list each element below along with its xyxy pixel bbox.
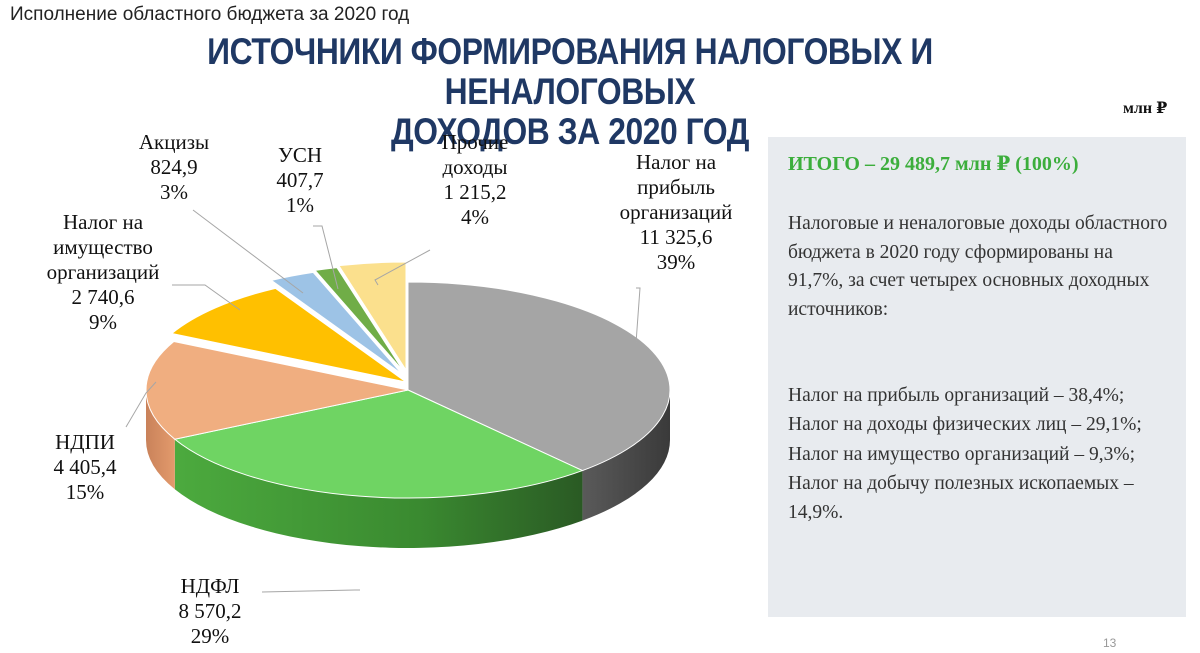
leader-line-usn — [313, 225, 339, 290]
pie-slice-property — [170, 287, 407, 383]
pie-slice-ndpi — [145, 340, 409, 440]
leader-line-other — [374, 249, 431, 286]
pie-slice-excise — [270, 271, 403, 375]
pie-slice-profit — [407, 281, 671, 472]
summary-description: Налоговые и неналоговые доходы областног… — [788, 213, 1168, 320]
pie-sides — [146, 390, 670, 548]
slice-label-ndpi-percent: 15% — [65, 480, 105, 504]
slice-label-profit: Налог на прибыль организаций 11 325,6 39… — [606, 150, 746, 275]
slice-label-excise-name: Акцизы — [138, 130, 210, 154]
leader-lines — [125, 209, 641, 593]
summary-item: Налог на доходы физических лиц – 29,1%; — [788, 414, 1142, 436]
pie-slice-other — [338, 261, 407, 372]
slice-label-other-name-2: доходы — [442, 155, 508, 179]
slice-label-property-percent: 9% — [89, 310, 117, 334]
slice-label-property-name-1: Налог на — [62, 210, 144, 234]
pie-slice-ndfl — [173, 389, 584, 499]
pie-chart — [125, 209, 671, 593]
summary-items: Налог на прибыль организаций – 38,4%; На… — [788, 381, 1168, 527]
slice-label-other-value: 1 215,2 — [443, 180, 507, 204]
slice-label-property-name-3: организаций — [46, 260, 160, 284]
slice-label-excise: Акцизы 824,9 3% — [124, 130, 224, 205]
slice-label-profit-value: 11 325,6 — [639, 225, 713, 249]
slice-label-property-name-2: имущество — [53, 235, 153, 259]
leader-line-ndpi — [125, 381, 157, 428]
pie-side-ndpi — [146, 390, 175, 490]
slice-label-excise-value: 824,9 — [150, 155, 198, 179]
slice-label-ndpi-name: НДПИ — [55, 430, 115, 454]
slice-label-other: Прочие доходы 1 215,2 4% — [420, 130, 530, 230]
summary-item: Налог на прибыль организаций – 38,4%; — [788, 385, 1125, 406]
slice-label-profit-name-1: Налог на — [635, 150, 717, 174]
slice-label-ndfl-value: 8 570,2 — [178, 599, 242, 623]
slice-label-usn: УСН 407,7 1% — [255, 143, 345, 218]
summary-panel: ИТОГО – 29 489,7 млн ₽ (100%) Налоговые … — [768, 137, 1186, 617]
slice-label-usn-name: УСН — [277, 143, 323, 167]
slice-label-ndfl-name: НДФЛ — [180, 574, 240, 598]
pie-slice-usn — [314, 267, 405, 373]
slice-label-property: Налог на имущество организаций 2 740,6 9… — [28, 210, 178, 335]
slice-label-profit-percent: 39% — [656, 250, 696, 274]
summary-item: Налог на имущество организаций – 9,3%; — [788, 443, 1136, 465]
leader-line-excise — [192, 209, 304, 294]
summary-item: Налог на добычу полезных ископаемых –14,… — [788, 472, 1134, 524]
slice-label-profit-name-3: организаций — [619, 200, 733, 224]
pie-side-ndfl — [174, 439, 583, 548]
slide-title-line-2: ДОХОДОВ ЗА 2020 ГОД — [390, 111, 750, 152]
slice-label-profit-name-2: прибыль — [637, 175, 715, 199]
slice-label-usn-percent: 1% — [286, 193, 314, 217]
slice-label-ndpi: НДПИ 4 405,4 15% — [30, 430, 140, 505]
slice-label-property-value: 2 740,6 — [71, 285, 135, 309]
slide-title-line-1: ИСТОЧНИКИ ФОРМИРОВАНИЯ НАЛОГОВЫХ И НЕНАЛ… — [207, 31, 933, 112]
slice-label-ndpi-value: 4 405,4 — [53, 455, 117, 479]
slice-label-other-name-1: Прочие — [441, 130, 509, 154]
pie-side-profit — [582, 390, 670, 521]
presentation-subtitle: Исполнение областного бюджета за 2020 го… — [10, 4, 410, 25]
slice-label-ndfl: НДФЛ 8 570,2 29% — [160, 574, 260, 649]
pie-tops — [145, 261, 671, 499]
leader-line-property — [172, 284, 241, 311]
leader-line-ndfl — [261, 589, 360, 593]
slice-label-other-percent: 4% — [461, 205, 489, 229]
page-number: 13 — [1103, 636, 1117, 650]
slice-label-usn-value: 407,7 — [276, 168, 324, 192]
slide-title: ИСТОЧНИКИ ФОРМИРОВАНИЯ НАЛОГОВЫХ И НЕНАЛ… — [114, 32, 1026, 152]
total-text: ИТОГО – 29 489,7 млн ₽ (100%) — [788, 153, 1079, 175]
unit-label: млн ₽ — [1123, 100, 1168, 117]
slice-label-ndfl-percent: 29% — [190, 624, 230, 648]
slice-label-excise-percent: 3% — [160, 180, 188, 204]
leader-line-profit — [635, 287, 641, 344]
